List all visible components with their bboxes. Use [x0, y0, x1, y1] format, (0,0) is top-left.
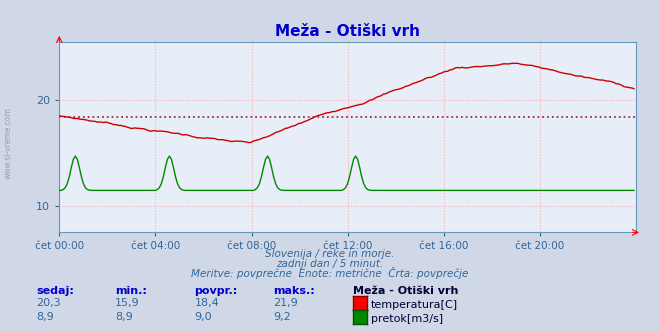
Text: 9,2: 9,2: [273, 312, 291, 322]
Text: 15,9: 15,9: [115, 298, 140, 308]
Text: zadnji dan / 5 minut.: zadnji dan / 5 minut.: [276, 259, 383, 269]
Title: Meža - Otiški vrh: Meža - Otiški vrh: [275, 24, 420, 39]
Text: 8,9: 8,9: [115, 312, 133, 322]
Text: 9,0: 9,0: [194, 312, 212, 322]
Text: temperatura[C]: temperatura[C]: [371, 300, 458, 310]
Text: 21,9: 21,9: [273, 298, 299, 308]
Text: sedaj:: sedaj:: [36, 286, 74, 296]
Text: pretok[m3/s]: pretok[m3/s]: [371, 314, 443, 324]
Text: 8,9: 8,9: [36, 312, 54, 322]
Text: Slovenija / reke in morje.: Slovenija / reke in morje.: [265, 249, 394, 259]
Text: 20,3: 20,3: [36, 298, 61, 308]
Text: Meritve: povprečne  Enote: metrične  Črta: povprečje: Meritve: povprečne Enote: metrične Črta:…: [191, 267, 468, 279]
Text: www.si-vreme.com: www.si-vreme.com: [4, 107, 13, 179]
Text: maks.:: maks.:: [273, 286, 315, 296]
Text: Meža - Otiški vrh: Meža - Otiški vrh: [353, 286, 458, 296]
Text: povpr.:: povpr.:: [194, 286, 238, 296]
Text: min.:: min.:: [115, 286, 147, 296]
Text: 18,4: 18,4: [194, 298, 219, 308]
